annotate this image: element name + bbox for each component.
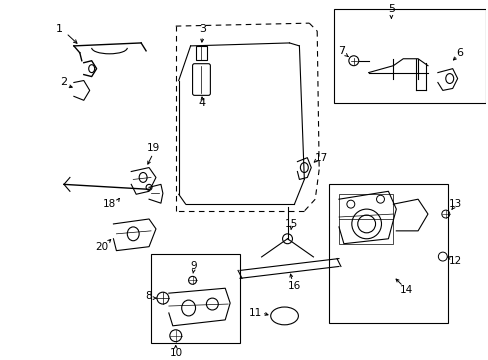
- Text: 17: 17: [314, 153, 327, 163]
- Text: 6: 6: [455, 48, 462, 58]
- Text: 10: 10: [170, 347, 183, 357]
- Text: 12: 12: [448, 256, 461, 266]
- Text: 19: 19: [146, 143, 159, 153]
- Text: 1: 1: [56, 24, 62, 34]
- Text: 15: 15: [285, 219, 298, 229]
- Text: 18: 18: [102, 199, 116, 209]
- Text: 2: 2: [61, 77, 67, 87]
- Text: 9: 9: [190, 261, 197, 271]
- Text: 11: 11: [249, 308, 262, 318]
- Text: 4: 4: [199, 98, 205, 108]
- Bar: [328, 184, 447, 323]
- Bar: [333, 9, 486, 103]
- Text: 8: 8: [145, 291, 152, 301]
- Text: 13: 13: [448, 199, 461, 209]
- Text: 3: 3: [199, 24, 205, 34]
- Text: 5: 5: [387, 4, 394, 14]
- Text: 7: 7: [338, 46, 345, 56]
- Bar: [151, 253, 240, 343]
- Text: 20: 20: [95, 242, 108, 252]
- Text: 16: 16: [287, 281, 301, 291]
- Bar: [195, 46, 207, 60]
- Bar: [338, 194, 392, 244]
- Text: 14: 14: [399, 285, 412, 295]
